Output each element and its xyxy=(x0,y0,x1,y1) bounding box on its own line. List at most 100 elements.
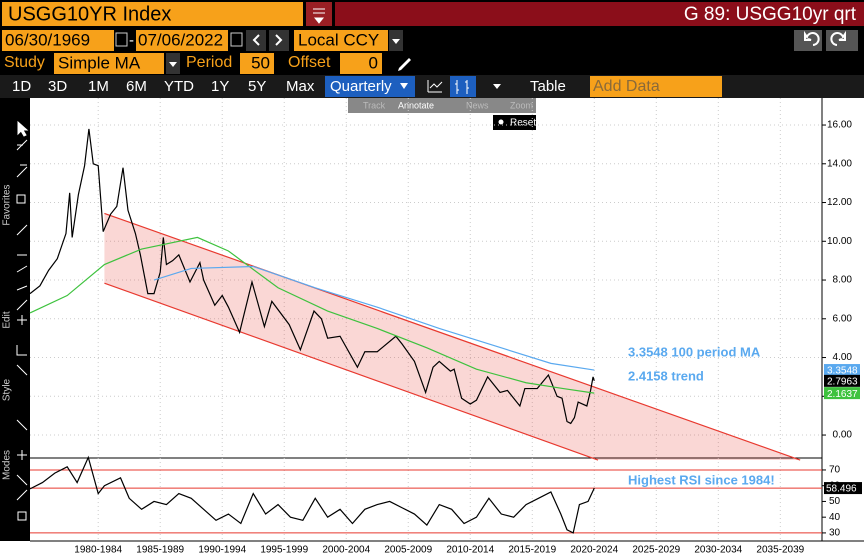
x-tick-label: 2035-2039 xyxy=(756,545,804,556)
x-tick-label: 2000-2004 xyxy=(322,545,370,556)
range-button[interactable]: 3D xyxy=(48,78,67,95)
price-tag-label: 2.7963 xyxy=(827,377,858,388)
start-date-field[interactable] xyxy=(2,30,114,51)
x-tick-label: 1995-1999 xyxy=(260,545,308,556)
calendar-icon[interactable] xyxy=(230,32,243,47)
range-button[interactable]: 1Y xyxy=(211,78,229,95)
prev-icon xyxy=(252,34,260,46)
reset-button[interactable] xyxy=(493,115,536,130)
moving-average xyxy=(153,265,595,371)
x-tick-label: 2010-2014 xyxy=(446,545,494,556)
x-tick-label: 2005-2009 xyxy=(384,545,432,556)
security-field[interactable] xyxy=(2,2,303,26)
price-tag xyxy=(824,364,860,377)
x-tick-label: 1990-1994 xyxy=(198,545,246,556)
currency-field[interactable] xyxy=(294,30,388,51)
offset-field[interactable] xyxy=(340,53,382,74)
offset: 0 xyxy=(369,53,378,72)
end-date-field[interactable] xyxy=(136,30,228,51)
line-chart-icon[interactable] xyxy=(427,80,443,93)
side-label: Style xyxy=(2,378,13,401)
price-tag-label: 3.3548 xyxy=(827,366,858,377)
side-label: Edit xyxy=(2,311,13,328)
range-button[interactable]: 1D xyxy=(12,78,31,95)
calendar-icon[interactable] xyxy=(115,32,128,47)
annotation: 2.4158 trend xyxy=(628,368,704,383)
x-tick-label: 2015-2019 xyxy=(508,545,556,556)
add-data-field[interactable] xyxy=(590,76,722,97)
trend-line xyxy=(104,282,599,461)
side-label: Favorites xyxy=(2,184,13,225)
page-title: G 89: USGG10yr qrt xyxy=(684,4,857,25)
bar-chart-icon xyxy=(455,80,469,94)
y-tick-label: 10.00 xyxy=(827,236,852,247)
y-tick-label: 50 xyxy=(829,496,841,507)
y-tick-label: 40 xyxy=(829,512,841,523)
plot-area xyxy=(30,98,822,541)
study: Simple MA xyxy=(58,53,141,72)
pointer-tool[interactable] xyxy=(17,120,29,137)
next-button[interactable] xyxy=(269,30,289,51)
y-tick-label: 16.00 xyxy=(827,120,852,131)
x-axis-area xyxy=(0,541,864,559)
range-button[interactable]: 1M xyxy=(88,78,109,95)
frequency-button[interactable] xyxy=(325,76,415,97)
period: 50 xyxy=(251,53,270,72)
range-button[interactable]: 6M xyxy=(126,78,147,95)
currency: Local CCY xyxy=(298,30,379,49)
price-tag xyxy=(824,374,860,387)
menu-icon xyxy=(313,8,325,24)
price-line xyxy=(29,455,595,534)
dropdown-icon xyxy=(169,62,177,67)
y-tick-label: 0.00 xyxy=(833,430,853,441)
title-bar xyxy=(335,2,864,26)
reset-icon xyxy=(498,119,504,125)
study-field[interactable] xyxy=(54,53,164,74)
period-field[interactable] xyxy=(240,53,274,74)
prev-button[interactable] xyxy=(246,30,266,51)
annotation: 3.3548 100 period MA xyxy=(628,344,761,359)
x-tick-label: 1980-1984 xyxy=(74,545,122,556)
axis-area xyxy=(822,98,864,541)
price-tag-label: 2.1637 xyxy=(827,389,858,400)
dropdown-icon xyxy=(400,83,408,89)
study-label: Study xyxy=(4,54,45,71)
y-tick-label: 14.00 xyxy=(827,158,852,169)
reset: Reset xyxy=(510,118,536,129)
y-tick-label: 70 xyxy=(829,465,841,476)
security: USGG10YR Index xyxy=(8,3,171,25)
draw-tools[interactable] xyxy=(16,139,28,204)
tool-strip xyxy=(348,98,536,113)
chart-tool[interactable]: Annotate xyxy=(398,100,434,110)
frequency: Quarterly xyxy=(330,78,392,95)
edit-tools[interactable] xyxy=(16,345,28,521)
price-tag-label: 58.496 xyxy=(826,484,857,495)
x-tick-label: 1985-1989 xyxy=(136,545,184,556)
dropdown-icon xyxy=(392,39,400,44)
range-button[interactable]: Max xyxy=(286,78,315,95)
pencil-icon[interactable] xyxy=(398,58,411,71)
period-label: Period xyxy=(186,54,232,71)
range-button[interactable]: 5Y xyxy=(248,78,266,95)
date-separator: - xyxy=(129,32,134,49)
table-button[interactable]: Table xyxy=(530,78,566,95)
chart-tool[interactable]: Track xyxy=(363,100,386,110)
chart-tool[interactable]: Zoom xyxy=(510,100,533,110)
redo-icon xyxy=(830,30,846,46)
moving-average xyxy=(29,236,595,394)
bar-chart-button[interactable] xyxy=(450,76,476,97)
price-tag xyxy=(824,387,860,400)
y-tick-label: 12.00 xyxy=(827,197,852,208)
chart-tool[interactable]: News xyxy=(466,100,489,110)
x-tick-label: 2020-2024 xyxy=(570,545,618,556)
dropdown-icon[interactable] xyxy=(493,84,501,89)
line-tools[interactable] xyxy=(16,224,28,325)
range-button[interactable]: YTD xyxy=(164,78,194,95)
offset-label: Offset xyxy=(288,54,331,71)
undo-icon xyxy=(804,30,820,46)
start-date: 06/30/1969 xyxy=(5,30,90,49)
x-tick-label: 2030-2034 xyxy=(694,545,742,556)
annotation: Highest RSI since 1984! xyxy=(628,472,775,487)
price-tag xyxy=(824,482,862,495)
